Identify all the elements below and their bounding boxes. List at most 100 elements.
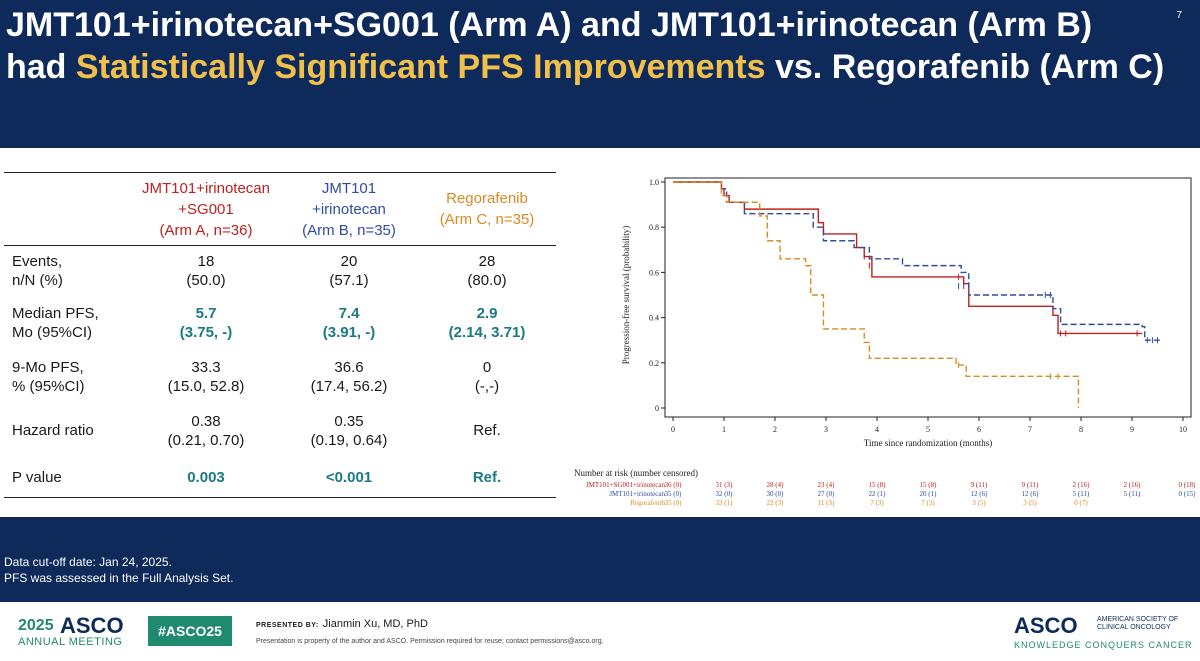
cell-median-a: 5.7 (3.75, -) (179, 304, 233, 341)
risk-value: 28 (4) (767, 481, 785, 489)
km-axes: 0 0.2 0.4 0.6 0.8 1.0 0 1 2 3 4 5 6 7 8 9 10 Time since r… (621, 177, 1192, 448)
y-tick-label: 0.2 (649, 359, 659, 368)
header-arm-c: Regorafenib (Arm C, n=35) (439, 190, 535, 228)
risk-value: 7 (3) (921, 499, 935, 507)
risk-value: 22 (1) (869, 490, 887, 498)
row-label-events: Events, n/N (%) (12, 252, 63, 289)
table-header-row: JMT101+irinotecan +SG001 (Arm A, n=36) J… (4, 172, 556, 246)
y-tick-label: 0.6 (649, 268, 659, 277)
risk-value: 9 (11) (971, 481, 988, 489)
footnotes: Data cut-off date: Jan 24, 2025. PFS was… (4, 554, 233, 586)
cell-9mo-b: 36.6 (17.4, 56.2) (310, 358, 388, 395)
km-chart: 0 0.2 0.4 0.6 0.8 1.0 0 1 2 3 4 5 6 7 8 9 10 Time since r… (574, 177, 1196, 507)
risk-value: 3 (5) (1023, 499, 1037, 507)
title-line-2-post: vs. Regorafenib (Arm C) (765, 48, 1165, 86)
km-curve-2 (673, 181, 1161, 341)
x-tick-label: 6 (977, 425, 981, 434)
risk-value: 35 (0) (665, 499, 683, 507)
cell-events-b: 20 (57.1) (329, 252, 369, 289)
hashtag-badge: #ASCO25 (148, 616, 232, 646)
risk-value: 9 (11) (1022, 481, 1039, 489)
title-line-1: JMT101+irinotecan+SG001 (Arm A) and JMT1… (6, 6, 1093, 44)
x-tick-label: 4 (875, 425, 879, 434)
risk-value: 30 (0) (767, 490, 785, 498)
km-curve-1 (673, 181, 1143, 335)
risk-value: 20 (1) (920, 490, 938, 498)
risk-value: 31 (3) (716, 481, 734, 489)
risk-value: 15 (8) (869, 481, 887, 489)
x-tick-label: 10 (1179, 425, 1187, 434)
risk-row-label: JMT101+irinotecan (609, 490, 665, 498)
risk-value: 0 (15) (1179, 490, 1197, 498)
risk-value: 15 (8) (920, 481, 938, 489)
header-arm-a: JMT101+irinotecan +SG001 (Arm A, n=36) (142, 179, 270, 239)
footnote-cutoff: Data cut-off date: Jan 24, 2025. (4, 555, 172, 569)
risk-value: 32 (0) (716, 490, 734, 498)
table-row: Events, n/N (%) 18 (50.0) 20 (57.1) 28 (80.0… (4, 246, 556, 296)
risk-value: 5 (11) (1124, 490, 1141, 498)
x-tick-label: 1 (722, 425, 726, 434)
risk-value: 22 (3) (767, 499, 785, 507)
risk-value: 12 (6) (1022, 490, 1040, 498)
risk-value: 0 (7) (1074, 499, 1088, 507)
risk-value: 2 (16) (1124, 481, 1142, 489)
risk-value: 33 (1) (716, 499, 734, 507)
row-label-median-pfs: Median PFS, Mo (95%CI) (12, 304, 99, 341)
asco-brand-logo: ASCO (1014, 613, 1078, 638)
cell-events-c: 28 (80.0) (467, 252, 507, 289)
header-empty (4, 173, 132, 246)
meeting-name: ANNUAL MEETING (18, 636, 123, 648)
meeting-year: 2025 (18, 617, 54, 634)
x-tick-label: 9 (1130, 425, 1134, 434)
km-risk-table: Number at risk (number censored) JMT101+S… (574, 468, 1196, 507)
risk-value: 27 (0) (818, 490, 836, 498)
footer-band (0, 517, 1200, 602)
page-number: 7 (1176, 10, 1182, 21)
title-line-2-pre: had (6, 48, 76, 86)
presenter-name: Jianmin Xu, MD, PhD (322, 618, 428, 630)
risk-value: 0 (18) (1179, 481, 1197, 489)
risk-value: 2 (16) (1073, 481, 1091, 489)
cell-hr-c: Ref. (473, 422, 501, 439)
cell-9mo-c: 0 (-,-) (474, 358, 500, 395)
y-tick-label: 0.8 (649, 223, 659, 232)
x-tick-label: 2 (773, 425, 777, 434)
title-highlight: Statistically Significant PFS Improvemen… (75, 48, 766, 86)
risk-value: 23 (4) (818, 481, 836, 489)
cell-9mo-a: 33.3 (15.0, 52.8) (167, 358, 245, 395)
row-label-9mo-pfs: 9-Mo PFS,% (95%CI) (12, 358, 85, 395)
risk-value: 35 (0) (665, 490, 683, 498)
meeting-logo: ASCO (60, 613, 124, 638)
x-tick-label: 0 (671, 425, 675, 434)
slide-title: JMT101+irinotecan+SG001 (Arm A) and JMT1… (6, 4, 1196, 88)
risk-value: 3 (5) (972, 499, 986, 507)
risk-value: 7 (3) (870, 499, 884, 507)
cell-median-c: 2.9 (2.14, 3.71) (448, 304, 526, 341)
risk-value: 5 (11) (1073, 490, 1090, 498)
table-row: 9-Mo PFS,% (95%CI) 33.3 (15.0, 52.8) 36.6… (4, 350, 556, 404)
cell-hr-b: 0.35 (0.19, 0.64) (310, 412, 388, 449)
cell-p-b: <0.001 (325, 468, 373, 486)
risk-value: 12 (6) (971, 490, 989, 498)
risk-value: 11 (3) (818, 499, 835, 507)
cell-median-b: 7.4 (3.91, -) (322, 304, 376, 341)
header-arm-b: JMT101 +irinotecan (Arm B, n=35) (302, 179, 396, 239)
x-tick-label: 7 (1028, 425, 1032, 434)
cell-p-a: 0.003 (187, 468, 225, 486)
x-axis-label: Time since randomization (months) (864, 438, 992, 448)
y-tick-label: 0.4 (649, 314, 659, 323)
header-banner (0, 0, 1200, 148)
x-tick-label: 5 (926, 425, 930, 434)
disclaimer: Presentation is property of the author a… (256, 638, 604, 645)
y-tick-label: 1.0 (649, 178, 659, 187)
x-tick-label: 8 (1079, 425, 1083, 434)
row-label-p-value: P value (12, 468, 62, 486)
y-axis-label: Progression-free survival (probability) (621, 226, 631, 364)
asco-brand-tagline: KNOWLEDGE CONQUERS CANCER (1014, 640, 1193, 650)
cell-hr-a: 0.38 (0.21, 0.70) (167, 412, 245, 449)
cell-p-c: Ref. (472, 468, 502, 486)
presenter-line: PRESENTED BY: Jianmin Xu, MD, PhD (256, 618, 428, 630)
x-tick-label: 3 (824, 425, 828, 434)
risk-table-title: Number at risk (number censored) (574, 468, 698, 478)
pfs-summary-table: JMT101+irinotecan +SG001 (Arm A, n=36) J… (4, 172, 556, 498)
